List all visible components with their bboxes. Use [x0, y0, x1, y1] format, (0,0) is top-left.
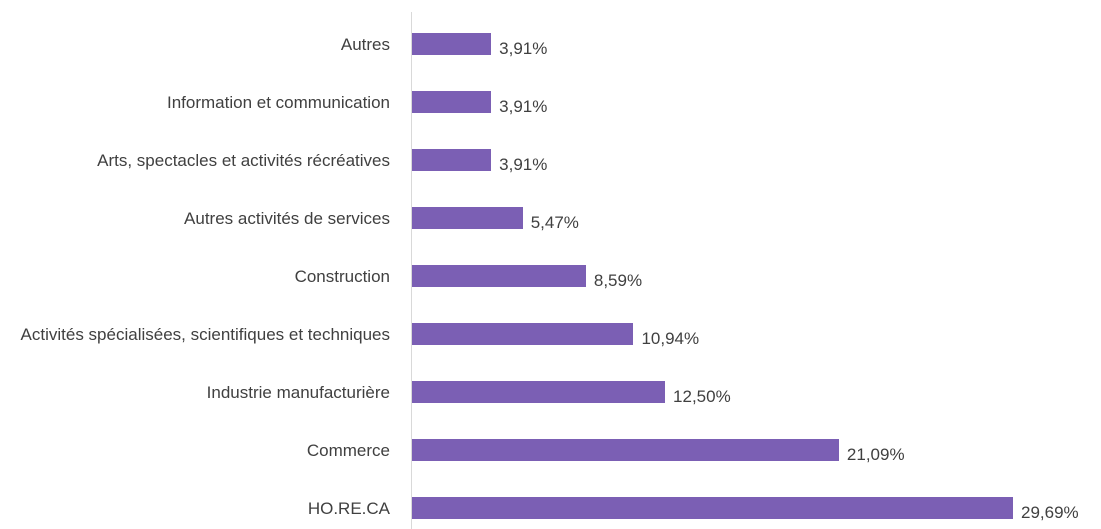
- value-label: 10,94%: [641, 329, 700, 348]
- category-label: Industrie manufacturière: [0, 362, 390, 422]
- value-label: 3,91%: [499, 155, 548, 174]
- value-label: 5,47%: [530, 213, 579, 232]
- category-label: Autres activités de services: [0, 188, 390, 248]
- bar: [412, 207, 523, 229]
- category-label: HO.RE.CA: [0, 478, 390, 529]
- category-label: Arts, spectacles et activités récréative…: [0, 130, 390, 190]
- bar: [412, 381, 666, 403]
- bar: [412, 33, 492, 55]
- value-label: 21,09%: [846, 445, 905, 464]
- bar: [412, 323, 634, 345]
- category-text: Construction: [294, 266, 390, 286]
- bar: [412, 439, 839, 461]
- category-text: HO.RE.CA: [307, 498, 390, 518]
- category-label: Construction: [0, 246, 390, 306]
- category-text: Commerce: [306, 440, 390, 460]
- value-label: 12,50%: [673, 387, 731, 406]
- category-label: Information et communication: [0, 72, 390, 132]
- category-text: Autres: [340, 34, 390, 54]
- value-label: 3,91%: [499, 39, 548, 58]
- bar: [412, 149, 492, 171]
- bar: [412, 265, 586, 287]
- category-text: Activités spécialisées, scientifiques et…: [20, 324, 390, 344]
- category-label: Activités spécialisées, scientifiques et…: [0, 304, 390, 364]
- category-label: Autres: [0, 14, 390, 74]
- category-label: Commerce: [0, 420, 390, 480]
- value-label: 8,59%: [593, 271, 643, 290]
- value-label: 3,91%: [499, 97, 548, 116]
- bar: [412, 497, 1013, 519]
- category-text: Autres activités de services: [184, 208, 390, 228]
- bar: [412, 91, 492, 113]
- axis-line: [411, 12, 412, 529]
- category-text: Information et communication: [167, 92, 390, 112]
- category-text: Arts, spectacles et activités récréative…: [97, 150, 390, 170]
- value-label: 29,69%: [1021, 503, 1079, 522]
- category-text: Industrie manufacturière: [206, 382, 390, 402]
